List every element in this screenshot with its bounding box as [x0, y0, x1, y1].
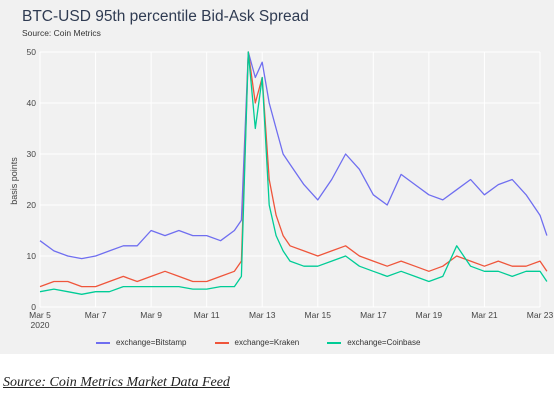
series-line-coinbase: [39, 51, 548, 295]
series-lines: [39, 51, 548, 295]
chart-title: BTC-USD 95th percentile Bid-Ask Spread: [22, 8, 309, 25]
gridlines: [39, 51, 541, 308]
legend-label-bitstamp: exchange=Bitstamp: [116, 338, 187, 347]
x-tick-label: Mar 21: [471, 310, 498, 320]
legend-label-kraken: exchange=Kraken: [234, 338, 300, 347]
y-tick-label: 50: [27, 47, 37, 57]
series-line-kraken: [39, 51, 548, 288]
y-tick-label: 20: [27, 200, 37, 210]
legend-item-bitstamp[interactable]: exchange=Bitstamp: [96, 338, 187, 347]
x-tick-label: Mar 13: [249, 310, 276, 320]
x-tick-label: Mar 9: [140, 310, 162, 320]
y-tick-label: 10: [27, 251, 37, 261]
legend-item-kraken[interactable]: exchange=Kraken: [214, 338, 300, 347]
y-tick-label: 0: [31, 302, 36, 312]
legend-swatch-coinbase: [327, 341, 342, 344]
x-tick-label: Mar 11: [194, 310, 220, 320]
series-line-bitstamp: [39, 51, 548, 260]
source-link[interactable]: Source: Coin Metrics Market Data Feed: [3, 375, 230, 390]
legend-label-coinbase: exchange=Coinbase: [347, 338, 421, 347]
y-axis-label: basis points: [9, 157, 19, 205]
y-axis-ticks: 0 10 20 30 40 50: [27, 47, 37, 312]
x-tick-label: Mar 15: [305, 310, 332, 320]
x-tick-sublabel: 2020: [31, 320, 50, 330]
x-tick-label: Mar 17: [360, 310, 387, 320]
x-tick-label: Mar 7: [85, 310, 107, 320]
legend-swatch-bitstamp: [96, 341, 110, 344]
x-tick-label: Mar 23: [527, 310, 554, 320]
x-tick-label: Mar 5: [29, 310, 51, 320]
chart-panel: BTC-USD 95th percentile Bid-Ask Spread S…: [0, 0, 554, 354]
x-tick-label: Mar 19: [416, 310, 443, 320]
legend: exchange=Bitstamp exchange=Kraken exchan…: [96, 338, 420, 347]
legend-swatch-kraken: [214, 341, 229, 344]
y-tick-label: 30: [27, 149, 37, 159]
legend-item-coinbase[interactable]: exchange=Coinbase: [327, 338, 420, 347]
chart-subtitle: Source: Coin Metrics: [22, 28, 101, 38]
y-tick-label: 40: [27, 98, 37, 108]
